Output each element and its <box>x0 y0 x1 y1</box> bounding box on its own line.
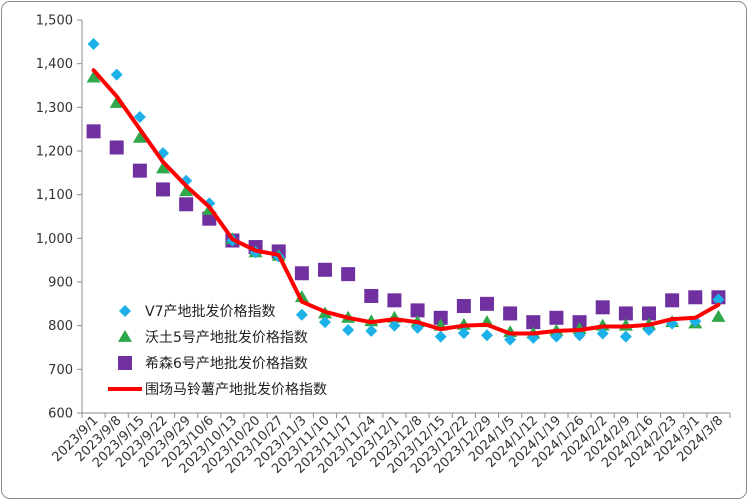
data-point <box>712 293 725 306</box>
data-point <box>295 308 308 321</box>
legend-label: 沃土5号产地批发价格指数 <box>145 330 308 346</box>
legend-label: 希森6号产地批发价格指数 <box>145 356 308 372</box>
data-point <box>156 182 170 197</box>
legend-swatch <box>118 356 132 370</box>
data-point <box>711 309 726 322</box>
data-point <box>156 161 170 174</box>
data-point <box>481 329 493 342</box>
data-point <box>86 70 101 83</box>
y-tick-label: 600 <box>48 407 73 422</box>
legend-swatch <box>118 330 132 342</box>
legend-label: V7产地批发价格指数 <box>145 304 275 320</box>
data-point <box>433 310 448 325</box>
data-point <box>596 327 609 340</box>
data-point <box>457 327 470 340</box>
y-tick-label: 700 <box>48 363 73 378</box>
axes <box>77 19 731 418</box>
data-point <box>294 290 309 303</box>
y-tick-label: 1,500 <box>36 14 73 29</box>
series-3 <box>91 68 721 336</box>
data-point <box>86 124 101 139</box>
series-2 <box>86 124 726 330</box>
data-point <box>179 197 194 212</box>
legend: V7产地批发价格指数沃土5号产地批发价格指数希森6号产地批发价格指数围场马铃薯产… <box>108 304 327 398</box>
x-tick-labels: 2023/9/12023/9/82023/9/152023/9/222023/9… <box>50 413 727 477</box>
data-point <box>365 324 378 337</box>
y-tick-label: 1,100 <box>36 188 73 203</box>
data-point <box>456 299 471 314</box>
y-tick-label: 1,300 <box>36 101 73 116</box>
data-point <box>294 266 309 281</box>
data-point <box>132 163 147 178</box>
data-point <box>434 330 447 343</box>
data-point <box>364 288 379 303</box>
data-point <box>480 296 494 311</box>
data-point <box>179 184 194 197</box>
data-point <box>410 303 425 318</box>
y-tick-label: 1,200 <box>36 145 73 160</box>
data-point <box>643 324 655 337</box>
data-point <box>618 306 633 321</box>
data-point <box>503 306 518 321</box>
data-point <box>87 38 100 51</box>
data-point <box>388 319 401 332</box>
data-point <box>550 330 563 343</box>
y-tick-label: 900 <box>48 276 73 291</box>
data-point <box>526 315 541 330</box>
y-tick-labels: 600 700 800 900 1,000 1,100 1,200 1,300 1,400 1,5… <box>36 14 73 422</box>
data-point <box>132 130 147 143</box>
data-point <box>504 333 517 346</box>
data-point <box>387 293 402 308</box>
data-point <box>642 306 656 321</box>
data-point <box>549 310 564 325</box>
y-tick-label: 1,400 <box>36 57 73 72</box>
series-group <box>86 38 726 346</box>
data-point <box>665 293 680 308</box>
data-point <box>109 140 124 155</box>
data-point <box>133 110 146 123</box>
data-point <box>573 329 586 342</box>
legend-label: 围场马铃薯产地批发价格指数 <box>145 382 327 398</box>
data-point <box>341 267 356 282</box>
data-point <box>110 68 123 81</box>
data-point <box>318 262 332 277</box>
series-line <box>91 68 721 336</box>
legend-swatch <box>119 305 131 317</box>
data-point <box>319 316 331 329</box>
data-point <box>342 324 355 337</box>
data-point <box>109 95 124 108</box>
data-point <box>595 300 610 315</box>
y-tick-label: 800 <box>48 319 73 334</box>
y-tick-label: 1,000 <box>36 232 73 247</box>
data-point <box>688 290 703 305</box>
data-point <box>619 330 632 343</box>
